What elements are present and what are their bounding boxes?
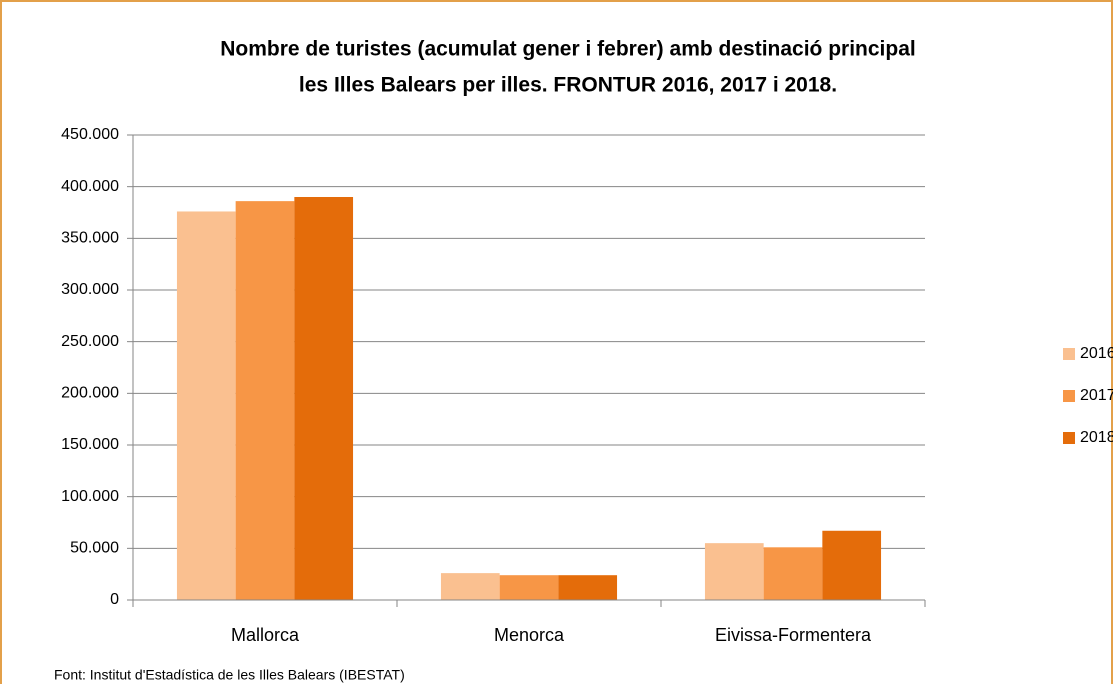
legend-label: 2016 xyxy=(1080,345,1113,362)
y-tick-label: 100.000 xyxy=(61,488,119,505)
legend-label: 2017 xyxy=(1080,387,1113,404)
y-tick-label: 0 xyxy=(110,591,119,608)
y-tick-label: 450.000 xyxy=(61,126,119,143)
legend-swatch xyxy=(1063,390,1075,402)
bar xyxy=(499,575,559,600)
y-tick-label: 250.000 xyxy=(61,333,119,350)
y-tick-label: 50.000 xyxy=(70,540,119,557)
bar xyxy=(440,573,500,600)
y-tick-label: 350.000 xyxy=(61,230,119,247)
x-tick-label: Menorca xyxy=(494,625,565,645)
bar xyxy=(763,547,823,600)
chart-title: Nombre de turistes (acumulat gener i feb… xyxy=(220,38,916,61)
legend-swatch xyxy=(1063,432,1075,444)
y-tick-label: 300.000 xyxy=(61,281,119,298)
y-tick-label: 400.000 xyxy=(61,178,119,195)
bar xyxy=(822,530,882,600)
x-tick-label: Eivissa-Formentera xyxy=(715,625,872,645)
bar xyxy=(294,197,354,600)
bar xyxy=(176,211,236,600)
y-tick-label: 150.000 xyxy=(61,436,119,453)
chart-title: les Illes Balears per illes. FRONTUR 201… xyxy=(299,74,837,97)
bar xyxy=(558,575,618,600)
y-tick-label: 200.000 xyxy=(61,385,119,402)
legend-label: 2018 xyxy=(1080,429,1113,446)
bar xyxy=(235,201,295,600)
source-note: Font: Institut d'Estadística de les Ille… xyxy=(54,667,405,683)
x-tick-label: Mallorca xyxy=(231,625,300,645)
legend-swatch xyxy=(1063,348,1075,360)
bar xyxy=(704,543,764,600)
